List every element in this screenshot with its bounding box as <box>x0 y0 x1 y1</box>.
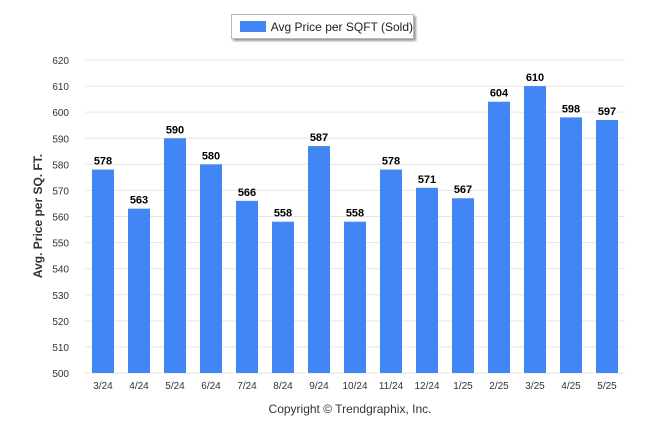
data-label: 578 <box>382 156 400 168</box>
x-tick-label: 4/25 <box>561 381 581 392</box>
data-label: 558 <box>274 208 292 220</box>
data-label: 597 <box>598 106 616 118</box>
y-tick-label: 610 <box>52 82 69 93</box>
data-label: 567 <box>454 184 472 196</box>
x-tick-label: 6/24 <box>201 381 221 392</box>
y-tick-label: 520 <box>52 317 69 328</box>
bar <box>308 146 330 373</box>
bar <box>596 119 618 373</box>
bar <box>416 187 438 373</box>
y-tick-label: 560 <box>52 213 69 224</box>
data-labels: 578 563 590 580 566 558 587 558 578 571 567 604 610 5… <box>94 72 616 220</box>
x-tick-label: 2/25 <box>489 381 509 392</box>
data-label: 566 <box>238 187 256 199</box>
x-tick-label: 3/25 <box>525 381 545 392</box>
copyright-credit: Copyright © Trendgraphix, Inc. <box>268 402 432 416</box>
bar <box>272 221 294 373</box>
bar <box>236 200 258 373</box>
x-tick-label: 5/25 <box>597 381 617 392</box>
data-label: 590 <box>166 124 184 136</box>
data-label: 580 <box>202 150 220 162</box>
data-label: 578 <box>94 156 112 168</box>
data-label: 558 <box>346 208 364 220</box>
x-tick-label: 9/24 <box>309 381 329 392</box>
bar <box>488 101 510 373</box>
x-tick-label: 10/24 <box>342 381 367 392</box>
legend-swatch <box>240 21 266 32</box>
data-label: 610 <box>526 72 544 84</box>
bar-series <box>92 86 618 373</box>
y-axis-ticks: 500 510 520 530 540 550 560 570 580 590 600 610 620 <box>52 56 69 380</box>
y-tick-label: 600 <box>52 108 69 119</box>
bar <box>380 169 402 373</box>
y-tick-label: 500 <box>52 369 69 380</box>
data-label: 598 <box>562 103 580 115</box>
x-tick-label: 11/24 <box>379 381 404 392</box>
legend-label: Avg Price per SQFT (Sold) <box>270 19 413 34</box>
bar <box>164 138 186 373</box>
y-tick-label: 590 <box>52 134 69 145</box>
y-tick-label: 530 <box>52 291 69 302</box>
bar <box>524 86 546 373</box>
bar <box>560 117 582 373</box>
x-tick-label: 1/25 <box>453 381 473 392</box>
bar <box>452 198 474 373</box>
x-tick-label: 7/24 <box>237 381 257 392</box>
data-label: 571 <box>418 174 436 186</box>
bar <box>344 221 366 373</box>
x-tick-label: 5/24 <box>165 381 185 392</box>
x-tick-label: 3/24 <box>93 381 113 392</box>
y-tick-label: 620 <box>52 56 69 67</box>
x-axis-ticks: 3/24 4/24 5/24 6/24 7/24 8/24 9/24 10/24 11/24 12… <box>93 381 617 392</box>
bar <box>128 208 150 373</box>
y-tick-label: 570 <box>52 186 69 197</box>
y-axis-label: Avg. Price per SQ. FT. <box>31 154 45 278</box>
x-tick-label: 4/24 <box>129 381 149 392</box>
data-label: 604 <box>490 88 509 100</box>
bar <box>200 164 222 373</box>
data-label: 563 <box>130 195 148 207</box>
x-tick-label: 8/24 <box>273 381 293 392</box>
data-label: 587 <box>310 132 328 144</box>
x-tick-label: 12/24 <box>414 381 439 392</box>
legend: Avg Price per SQFT (Sold) <box>231 14 414 39</box>
y-tick-label: 510 <box>52 343 69 354</box>
y-tick-label: 580 <box>52 160 69 171</box>
bar <box>92 169 114 373</box>
y-tick-label: 540 <box>52 265 69 276</box>
y-tick-label: 550 <box>52 239 69 250</box>
